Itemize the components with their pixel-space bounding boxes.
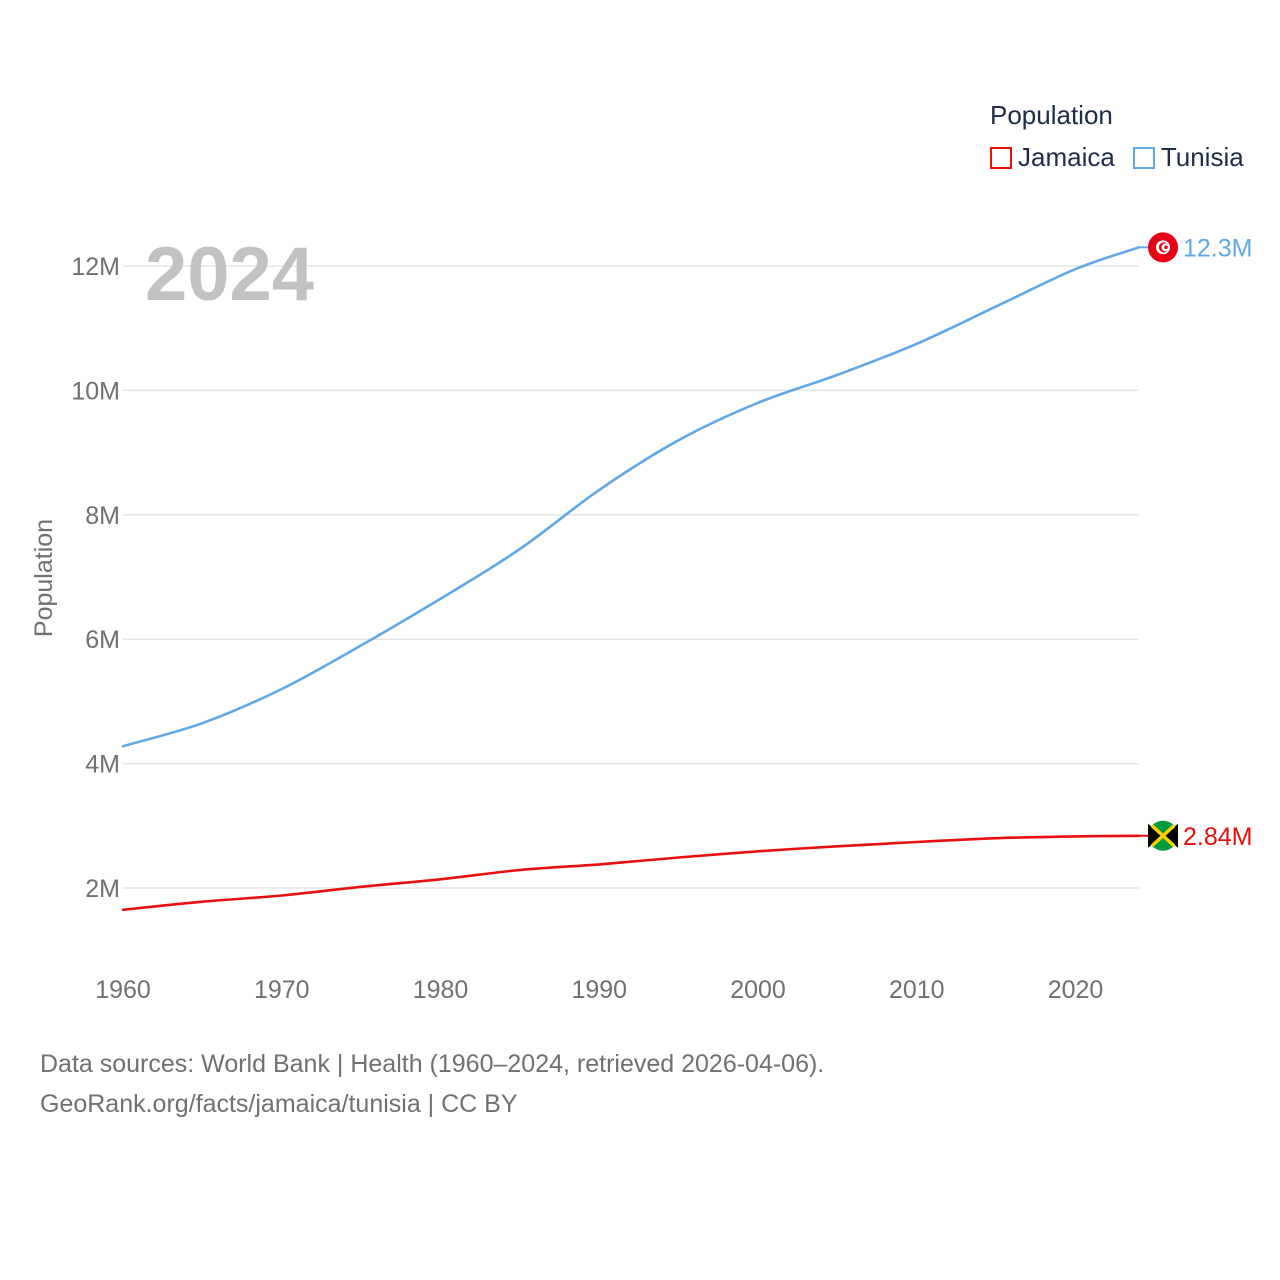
y-axis: 2M 4M 6M 8M 10M 12M [71,253,120,903]
series-line-jamaica [121,834,1141,912]
x-tick-label: 1970 [254,976,310,1004]
y-tick-label: 2M [85,875,120,903]
x-axis: 1960 1970 1980 1990 2000 2010 2020 [95,976,1103,1004]
series-layer [121,246,1141,912]
endpoints: 12.3M 2.84M [1139,232,1252,851]
legend-title: Population [990,100,1113,130]
y-tick-label: 12M [71,253,120,281]
legend-item-jamaica[interactable]: Jamaica [990,142,1115,173]
x-tick-label: 1990 [571,976,627,1004]
y-tick-label: 4M [85,751,120,779]
legend-label-tunisia: Tunisia [1160,142,1244,172]
legend-label-jamaica: Jamaica [1018,142,1115,172]
end-label-tunisia: 12.3M [1183,234,1252,262]
data-source: Data sources: World Bank | Health (1960–… [40,1044,824,1124]
tunisia-flag-icon [1148,232,1178,263]
x-tick-label: 2000 [730,976,786,1004]
jamaica-flag-icon [1148,820,1178,851]
y-tick-label: 10M [71,377,120,405]
y-axis-label: Population [30,519,58,637]
legend: Jamaica Tunisia [990,142,1262,173]
series-line-tunisia [121,246,1141,748]
year-watermark: 2024 [145,232,314,317]
grid [123,265,1139,889]
x-tick-label: 2020 [1048,976,1104,1004]
x-tick-label: 1960 [95,976,151,1004]
legend-swatch-jamaica [990,146,1012,169]
x-tick-label: 2010 [889,976,945,1004]
legend-item-tunisia[interactable]: Tunisia [1132,142,1244,173]
legend-swatch-tunisia [1132,146,1155,169]
y-tick-label: 8M [85,502,120,530]
y-tick-label: 6M [85,626,120,654]
end-label-jamaica: 2.84M [1183,823,1252,851]
source-line-1: Data sources: World Bank | Health (1960–… [40,1050,825,1078]
source-line-2[interactable]: GeoRank.org/facts/jamaica/tunisia | CC B… [40,1090,518,1118]
x-tick-label: 1980 [413,976,469,1004]
